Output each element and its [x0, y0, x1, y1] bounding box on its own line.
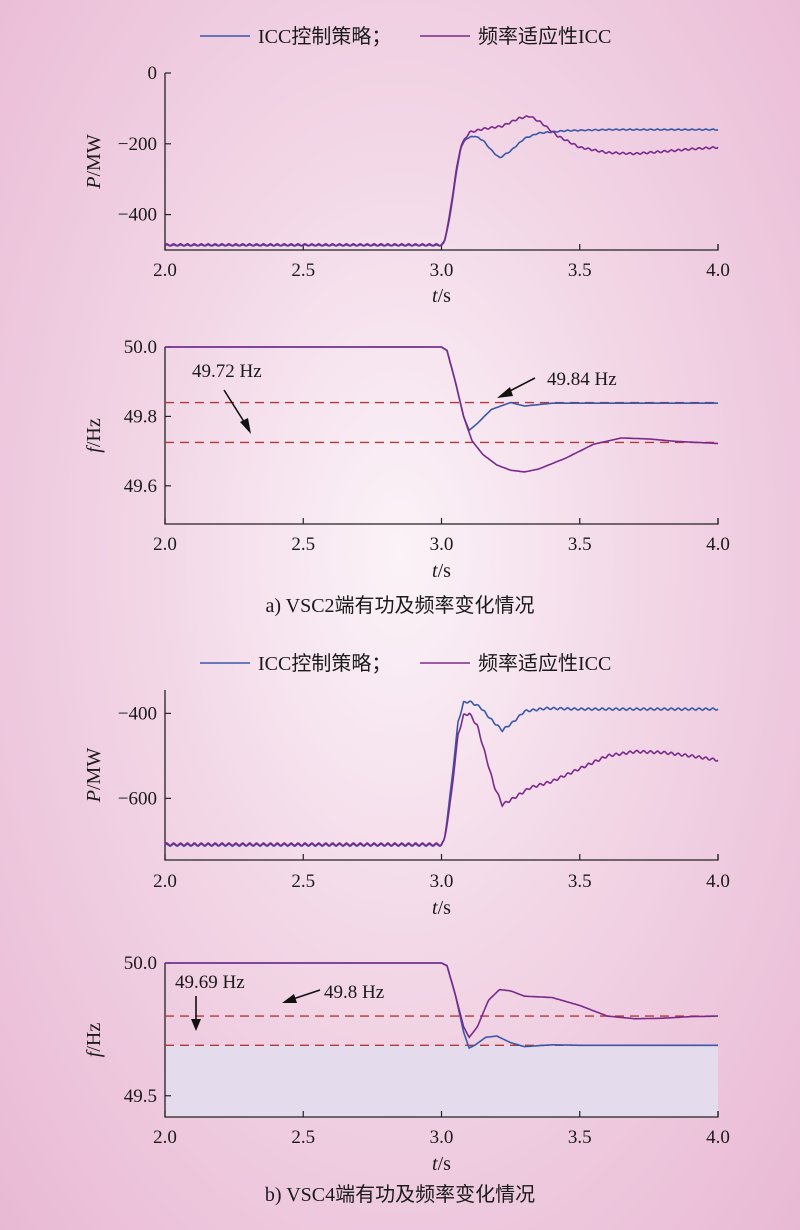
x-tick-label: 3.0: [430, 1127, 454, 1148]
series-line-1: [164, 712, 719, 847]
legend-bottom: ICC控制策略； 频率适应性ICC: [200, 652, 611, 675]
y-tick-label: 0: [148, 63, 158, 84]
annotation-4972: 49.72 Hz: [192, 361, 262, 382]
x-tick-label: 4.0: [706, 1127, 730, 1148]
y-tick-label: 50.0: [124, 337, 157, 358]
caption-a: a) VSC2端有功及频率变化情况: [265, 594, 534, 617]
annotation-4969: 49.69 Hz: [175, 972, 245, 993]
x-tick-label: 2.5: [291, 1127, 315, 1148]
x-axis-label: t/s: [432, 1153, 451, 1175]
caption-b: b) VSC4端有功及频率变化情况: [265, 1183, 535, 1206]
chart-a-power: 2.0 2.5 3.0 3.5 4.0 0 −200 −400 t/s P/MW: [83, 63, 730, 307]
shaded-band: [165, 1045, 718, 1117]
arrowhead-4972: [240, 418, 251, 434]
legend-label-adaptive: 频率适应性ICC: [478, 25, 611, 48]
legend-label-icc-2: ICC控制策略；: [258, 652, 391, 675]
axes: [164, 690, 719, 861]
annotations-b: 49.69 Hz 49.8 Hz: [175, 972, 384, 1031]
x-axis-label: t/s: [432, 560, 451, 582]
series-line-1: [165, 346, 719, 473]
chart-b-frequency: 2.0 2.5 3.0 3.5 4.0 50.0 49.5 t/s f/Hz: [83, 953, 730, 1175]
x-tick-label: 3.0: [430, 871, 454, 892]
arrowhead-498: [282, 994, 297, 1003]
x-tick-label: 2.0: [153, 1127, 177, 1148]
y-axis-label: P/MW: [83, 134, 105, 190]
y-axis-label: f/Hz: [83, 418, 105, 453]
x-tick-label: 3.0: [430, 534, 454, 555]
x-tick-label: 2.0: [153, 260, 177, 281]
y-tick-label: 49.6: [124, 476, 157, 497]
y-tick-label: −600: [118, 788, 157, 809]
series-line-0: [165, 346, 718, 432]
x-axis-label: t/s: [432, 285, 451, 307]
y-tick-label: 50.0: [124, 953, 157, 974]
x-tick-label: 2.5: [291, 534, 315, 555]
y-tick-label: −400: [118, 703, 157, 724]
annotations-a: 49.72 Hz 49.84 Hz: [192, 361, 617, 434]
y-tick-label: 49.8: [124, 406, 157, 427]
series-line-0: [164, 700, 719, 848]
x-tick-label: 2.0: [153, 534, 177, 555]
arrowhead-4984: [497, 387, 513, 398]
chart-b-power: 2.0 2.5 3.0 3.5 4.0 −400 −600 t/s P/MW: [83, 690, 730, 919]
x-tick-label: 3.0: [430, 260, 454, 281]
series-line-1: [165, 962, 718, 1039]
x-tick-label: 3.5: [568, 871, 592, 892]
legend-label-icc: ICC控制策略；: [258, 25, 391, 48]
axes: [164, 73, 719, 251]
x-tick-label: 4.0: [706, 534, 730, 555]
x-axis-label: t/s: [432, 897, 451, 919]
y-tick-label: −400: [118, 205, 157, 226]
annotation-4984: 49.84 Hz: [547, 369, 617, 390]
chart-a-frequency: 2.0 2.5 3.0 3.5 4.0 50.0 49.8 49.6 t/s f/Hz: [83, 337, 730, 582]
y-tick-label: −200: [118, 134, 157, 155]
y-axis-label: f/Hz: [83, 1023, 105, 1058]
x-tick-label: 4.0: [706, 260, 730, 281]
x-tick-label: 4.0: [706, 871, 730, 892]
legend-label-adaptive-2: 频率适应性ICC: [478, 652, 611, 675]
x-tick-label: 2.5: [291, 260, 315, 281]
x-tick-label: 3.5: [568, 1127, 592, 1148]
legend-top: ICC控制策略； 频率适应性ICC: [200, 25, 611, 48]
series-line-0: [165, 962, 718, 1050]
series-line-0: [164, 128, 719, 247]
y-tick-label: 49.5: [124, 1086, 157, 1107]
series-line-1: [164, 115, 719, 247]
x-tick-label: 3.5: [568, 534, 592, 555]
y-axis-label: P/MW: [83, 748, 105, 804]
arrowhead-4969: [191, 1019, 201, 1031]
x-tick-label: 3.5: [568, 260, 592, 281]
x-tick-label: 2.0: [153, 871, 177, 892]
annotation-498: 49.8 Hz: [324, 982, 384, 1003]
x-tick-label: 2.5: [291, 871, 315, 892]
